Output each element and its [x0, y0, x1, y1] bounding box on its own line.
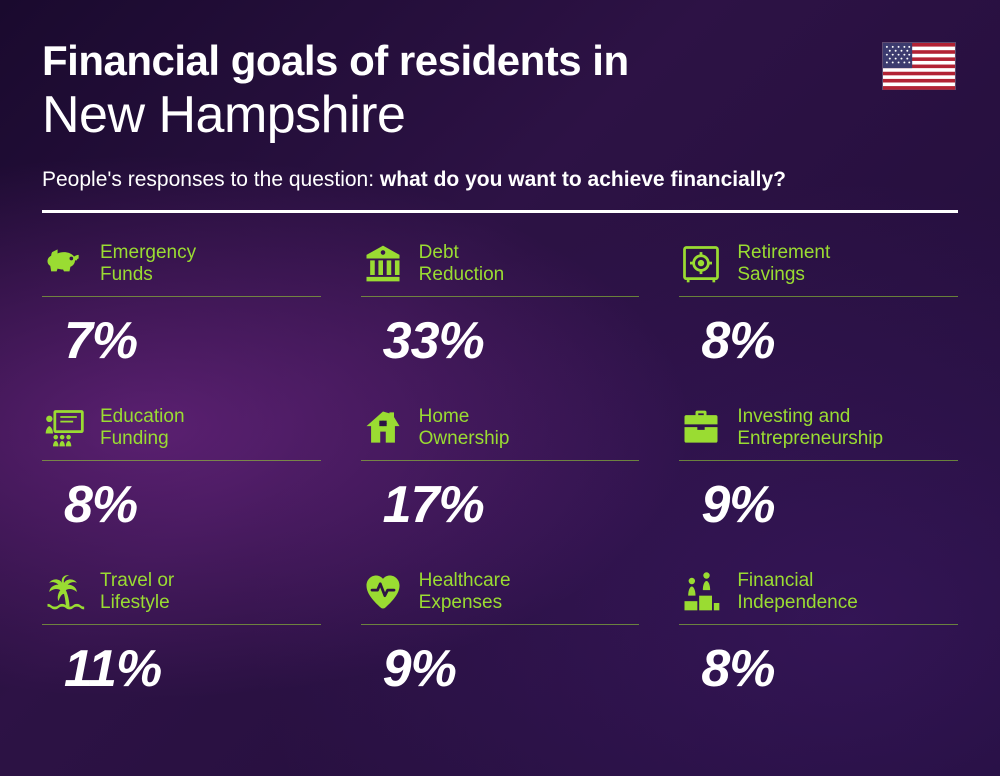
stat-value: 7%: [64, 311, 321, 371]
title-line2: New Hampshire: [42, 86, 958, 146]
stat-header: HealthcareExpenses: [361, 569, 640, 625]
stat-header: EducationFunding: [42, 405, 321, 461]
stat-label: EmergencyFunds: [100, 242, 196, 288]
safe-icon: [679, 242, 723, 286]
header: Financial goals of residents in New Hamp…: [42, 38, 958, 192]
stat-investing: Investing andEntrepreneurship 9%: [679, 405, 958, 535]
stat-label: Travel orLifestyle: [100, 570, 174, 616]
stat-retirement-savings: RetirementSavings 8%: [679, 241, 958, 371]
stat-header: HomeOwnership: [361, 405, 640, 461]
subtitle-prefix: People's responses to the question:: [42, 168, 380, 191]
stat-label: Investing andEntrepreneurship: [737, 406, 883, 452]
stat-label: DebtReduction: [419, 242, 505, 288]
stat-debt-reduction: DebtReduction 33%: [361, 241, 640, 371]
stat-emergency-funds: EmergencyFunds 7%: [42, 241, 321, 371]
briefcase-icon: [679, 406, 723, 450]
stat-header: FinancialIndependence: [679, 569, 958, 625]
stat-label: HomeOwnership: [419, 406, 510, 452]
subtitle: People's responses to the question: what…: [42, 168, 958, 192]
palm-icon: [42, 570, 86, 614]
divider: [42, 210, 958, 213]
house-icon: [361, 406, 405, 450]
subtitle-bold: what do you want to achieve financially?: [380, 168, 786, 191]
stat-header: Travel orLifestyle: [42, 569, 321, 625]
stat-value: 9%: [383, 639, 640, 699]
presentation-icon: [42, 406, 86, 450]
stat-label: FinancialIndependence: [737, 570, 857, 616]
stat-home-ownership: HomeOwnership 17%: [361, 405, 640, 535]
stat-travel-lifestyle: Travel orLifestyle 11%: [42, 569, 321, 699]
stat-value: 9%: [701, 475, 958, 535]
stat-label: EducationFunding: [100, 406, 185, 452]
stat-value: 33%: [383, 311, 640, 371]
stat-value: 8%: [64, 475, 321, 535]
bank-icon: [361, 242, 405, 286]
stat-value: 11%: [64, 639, 321, 699]
stat-label: RetirementSavings: [737, 242, 830, 288]
stat-header: RetirementSavings: [679, 241, 958, 297]
stats-grid: EmergencyFunds 7% DebtReduction 33% Reti…: [42, 241, 958, 699]
stat-financial-independence: FinancialIndependence 8%: [679, 569, 958, 699]
heart-pulse-icon: [361, 570, 405, 614]
us-flag-icon: [882, 42, 956, 90]
stat-header: EmergencyFunds: [42, 241, 321, 297]
stat-value: 17%: [383, 475, 640, 535]
stat-education-funding: EducationFunding 8%: [42, 405, 321, 535]
stat-header: DebtReduction: [361, 241, 640, 297]
stat-healthcare: HealthcareExpenses 9%: [361, 569, 640, 699]
stat-value: 8%: [701, 639, 958, 699]
podium-icon: [679, 570, 723, 614]
stat-value: 8%: [701, 311, 958, 371]
stat-header: Investing andEntrepreneurship: [679, 405, 958, 461]
title-line1: Financial goals of residents in: [42, 38, 958, 84]
stat-label: HealthcareExpenses: [419, 570, 511, 616]
piggy-bank-icon: [42, 242, 86, 286]
